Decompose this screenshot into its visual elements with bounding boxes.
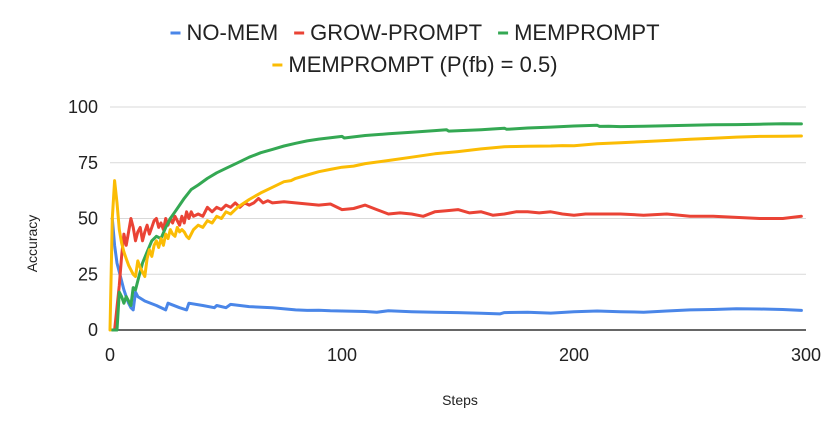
legend-label: MEMPROMPT	[514, 20, 659, 45]
legend-item: MEMPROMPT (P(fb) = 0.5)	[272, 52, 558, 77]
legend-item: MEMPROMPT	[498, 20, 660, 45]
legend-label: NO-MEM	[187, 20, 279, 45]
y-tick-label: 25	[78, 264, 98, 284]
legend: NO-MEM GROW-PROMPT MEMPROMPT MEMPROMPT (P(f…	[170, 20, 660, 77]
y-tick-label: 100	[68, 97, 98, 117]
y-tick-label: 50	[78, 209, 98, 229]
legend-label: MEMPROMPT (P(fb) = 0.5)	[288, 52, 557, 77]
x-tick-label: 200	[559, 345, 589, 365]
series-line-3	[108, 134, 803, 332]
y-tick-label: 75	[78, 153, 98, 173]
legend-label: GROW-PROMPT	[310, 20, 482, 45]
legend-row: NO-MEM GROW-PROMPT MEMPROMPT	[170, 20, 660, 45]
y-axis-ticks: 0 25 50 75 100	[68, 97, 98, 340]
series-line-2	[110, 122, 803, 332]
legend-item: GROW-PROMPT	[294, 20, 482, 45]
series-line-0	[110, 217, 803, 316]
x-tick-label: 100	[327, 345, 357, 365]
gridlines	[110, 106, 806, 275]
x-tick-label: 0	[105, 345, 115, 365]
x-tick-label: 300	[791, 345, 821, 365]
series-lines	[108, 122, 803, 332]
legend-row: MEMPROMPT (P(fb) = 0.5)	[272, 52, 558, 77]
y-tick-label: 0	[88, 320, 98, 340]
legend-item: NO-MEM	[170, 20, 279, 45]
y-axis-label: Accuracy	[24, 215, 40, 273]
x-axis-label: Steps	[442, 392, 478, 408]
x-axis-ticks: 0 100 200 300	[105, 345, 821, 365]
